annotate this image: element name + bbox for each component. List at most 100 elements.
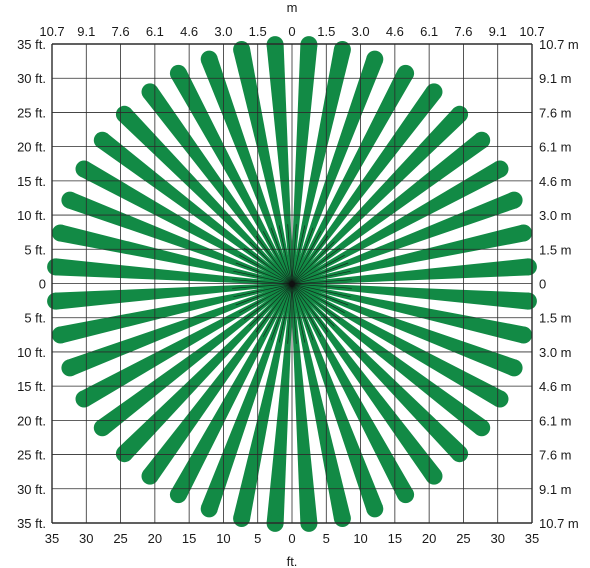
left-axis-label: 35 ft. [17,516,46,531]
bottom-axis-label: 10 [353,531,367,546]
left-axis-label: 10 ft. [17,345,46,360]
right-axis-label: 4.6 m [539,379,572,394]
detection-beam-tip [47,292,65,310]
top-axis-label: 6.1 [146,24,164,39]
left-axis-label: 35 ft. [17,37,46,52]
detection-beam [58,282,293,344]
right-axis-label: 4.6 m [539,174,572,189]
beam-spoke [291,224,297,285]
detection-beam [290,283,318,524]
detection-beam [290,283,413,499]
top-axis-label: 10.7 [519,24,544,39]
top-axis-label: 9.1 [489,24,507,39]
right-axis-label: 9.1 m [539,71,572,86]
beam-spoke [291,241,335,285]
beam-spoke [291,254,345,285]
left-axis-label: 20 ft. [17,413,46,428]
beam-spoke [291,270,351,285]
detection-beam-tip [115,445,133,463]
right-axis-label: 3.0 m [539,345,572,360]
detection-beam [290,56,383,285]
detection-beam [291,283,466,460]
beam-spoke [233,283,293,298]
right-axis-label: 6.1 m [539,140,572,155]
top-unit-label: m [287,0,298,15]
left-axis-label: 15 ft. [17,379,46,394]
left-axis-label: 5 ft. [24,242,46,257]
bottom-axis-label: 5 [323,531,330,546]
detection-beam [233,283,294,521]
right-axis-label: 7.6 m [539,105,572,120]
beam-spoke [255,235,293,285]
beam-spoke [291,283,345,314]
detection-beam-tip [61,191,79,209]
detection-beam-tip [473,131,491,149]
left-axis-label: 30 ft. [17,71,46,86]
left-axis-label: 25 ft. [17,105,46,120]
left-axis-label: 20 ft. [17,140,46,155]
beam-spoke [278,283,293,343]
detection-beam [266,44,294,285]
detection-beam-tip [505,359,523,377]
detection-beam [291,283,487,435]
top-axis-label: 6.1 [420,24,438,39]
detection-beam-tip [233,41,251,58]
detection-beam [143,283,293,482]
top-axis-label: 7.6 [454,24,472,39]
detection-beam-tip [51,326,69,344]
right-axis-label: 6.1 m [539,413,572,428]
detection-beam [290,44,318,285]
beam-spoke [249,241,293,285]
detection-beam [291,258,529,286]
detection-beam-tip [519,292,537,310]
detection-beam [233,47,294,285]
detection-beam [118,283,293,460]
detection-beam [290,47,351,285]
beam-spoke [278,225,293,285]
beam-spoke [270,283,293,341]
detection-beam [118,108,293,285]
beam-spoke [235,283,293,306]
left-axis-label: 5 ft. [24,311,46,326]
detection-beam-tip [425,467,443,485]
detection-beam-tip [169,486,187,504]
beam-spoke [291,283,349,306]
right-axis-label: 9.1 m [539,482,572,497]
left-axis-label: 10 ft. [17,208,46,223]
detection-beam-tip [366,50,384,68]
detection-beam [291,282,517,376]
bottom-axis-label: 25 [113,531,127,546]
detection-beam [67,282,293,376]
detection-beam-tip [333,510,351,527]
bottom-axis-label: 10 [216,531,230,546]
top-axis-label: 1.5 [317,24,335,39]
bottom-axis-label: 30 [490,531,504,546]
detection-beam [171,69,294,285]
detection-beam-tip [61,359,79,377]
left-axis-label: 30 ft. [17,482,46,497]
detection-beam-tip [519,258,537,276]
label-layer: m ft. 10.7 9.1 7.6 6.1 4.6 3.0 1.5 0 1.5 3.0 4.6 6.… [17,0,579,568]
detection-beam-tip [141,83,159,101]
beam-spoke [270,227,293,285]
beam-spoke [291,283,351,298]
detection-beam [291,133,487,285]
detection-beam [58,224,293,286]
beam-spoke [291,283,329,333]
sensor-origin [289,281,295,287]
detection-beam [79,161,293,286]
detection-beam [291,108,466,285]
bottom-axis-label: 35 [45,531,59,546]
top-axis-label: 3.0 [352,24,370,39]
top-axis-label: 3.0 [214,24,232,39]
detection-beam [171,283,294,499]
top-axis-label: 4.6 [386,24,404,39]
right-axis-label: 1.5 m [539,242,572,257]
beam-spoke [249,283,293,327]
beam-spoke [291,227,314,285]
beam-spoke [291,283,341,321]
detection-beam-tip [505,191,523,209]
top-axis-label: 9.1 [77,24,95,39]
top-axis-label: 1.5 [249,24,267,39]
